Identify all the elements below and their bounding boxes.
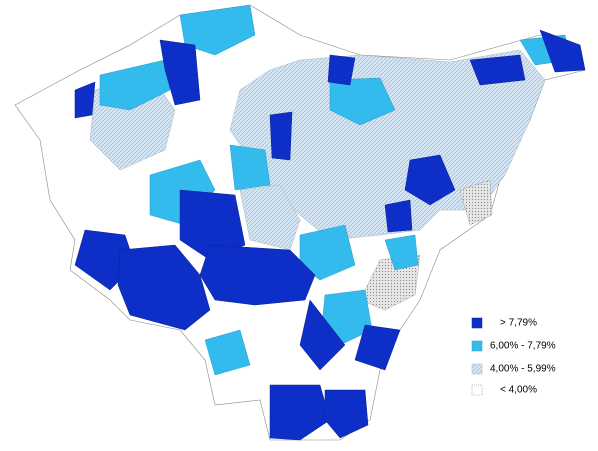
dark-zone — [199, 244, 316, 306]
gray-zone — [459, 179, 493, 226]
light-zone — [384, 234, 419, 271]
dark-zone — [404, 154, 456, 206]
legend: > 7,79% 6,00% - 7,79% 4,00% - 5,99% < 4,… — [471, 317, 556, 396]
hatched-zone — [239, 184, 301, 251]
legend-swatch — [471, 340, 483, 352]
dark-zone — [269, 384, 331, 441]
dark-zone — [117, 244, 211, 331]
dark-zone — [269, 111, 293, 161]
legend-label: 6,00% - 7,79% — [490, 341, 556, 352]
light-zone — [99, 59, 171, 111]
legend-swatch — [471, 317, 483, 329]
dark-zone — [159, 39, 201, 106]
dark-zone — [384, 199, 413, 233]
light-zone — [204, 329, 251, 376]
legend-swatch — [471, 363, 483, 375]
legend-label: > 7,79% — [500, 318, 537, 329]
dark-zone — [299, 299, 346, 371]
legend-label: < 4,00% — [500, 385, 537, 396]
dark-zone — [324, 389, 369, 439]
dark-zone — [74, 81, 96, 119]
light-zone — [229, 144, 271, 191]
dark-zone — [327, 54, 356, 86]
dark-zone — [469, 54, 526, 86]
regions — [14, 4, 586, 441]
legend-swatch — [471, 384, 483, 396]
dark-zone — [539, 29, 586, 73]
light-zone — [179, 4, 256, 56]
legend-label: 4,00% - 5,99% — [490, 364, 556, 375]
light-zone — [329, 77, 396, 126]
dark-zone — [354, 324, 401, 371]
